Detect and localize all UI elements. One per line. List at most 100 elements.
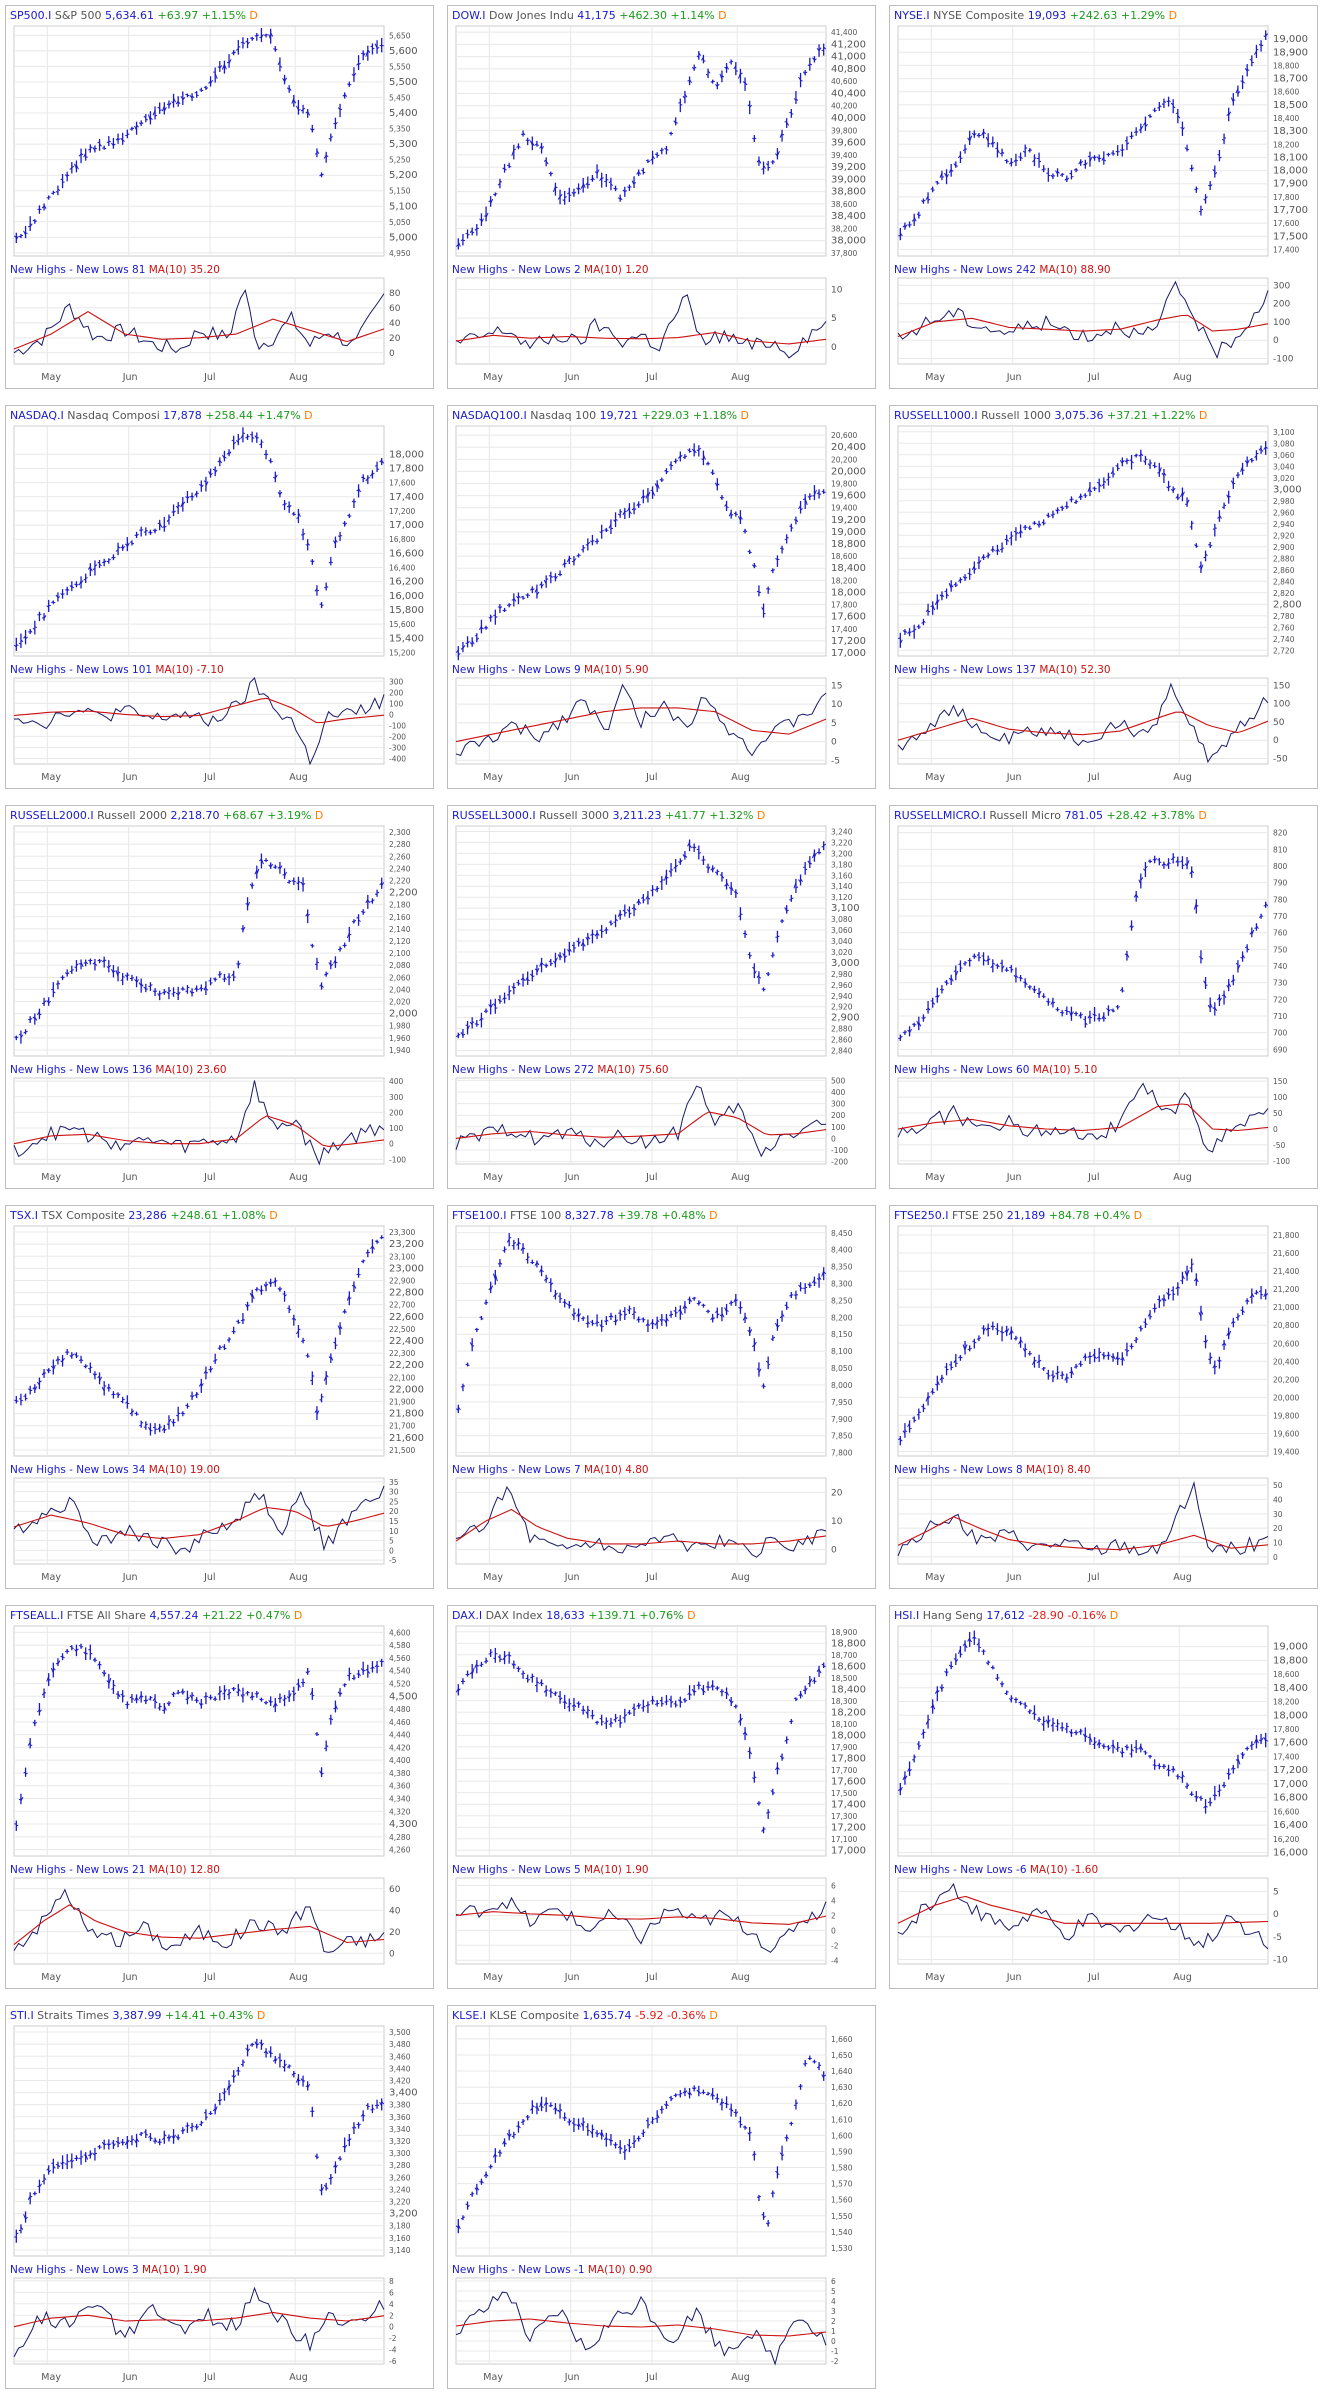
osc-tick-label: 10 xyxy=(831,1517,843,1527)
price-bar-close xyxy=(1126,1349,1130,1353)
price-bar-open xyxy=(245,40,248,43)
chart-panel-russell3000-i[interactable]: RUSSELL3000.I Russell 3000 3,211.23 +41.… xyxy=(447,805,876,1189)
price-bar-open xyxy=(342,2145,345,2148)
price-bar-open xyxy=(102,147,105,149)
price-tick-label: 17,700 xyxy=(1273,205,1308,216)
price-tick-label: 3,300 xyxy=(389,2149,411,2158)
chart-panel-dow-i[interactable]: DOW.I Dow Jones Indu 41,175 +462.30 +1.1… xyxy=(447,5,876,389)
price-bar-close xyxy=(804,498,808,506)
price-tick-label: 3,380 xyxy=(389,2101,411,2110)
price-bar-close xyxy=(522,1247,526,1250)
price-bar-close xyxy=(274,474,278,479)
price-bar-close xyxy=(471,231,475,234)
price-bar-open xyxy=(1013,1337,1017,1340)
price-bar-close xyxy=(726,1309,729,1312)
price-bar-open xyxy=(310,2110,313,2113)
period-marker: D xyxy=(706,1209,718,1222)
price-tick-label: 3,140 xyxy=(389,2246,411,2255)
price-tick-label: 3,280 xyxy=(389,2161,411,2170)
chart-panel-sp500-i[interactable]: SP500.I S&P 500 5,634.61 +63.97 +1.15% D… xyxy=(5,5,434,389)
osc-tick-label: -300 xyxy=(389,743,406,752)
price-bar-close xyxy=(978,559,982,564)
price-bar-close xyxy=(307,1670,310,1673)
price-bar-close xyxy=(325,1744,329,1748)
price-tick-label: 3,140 xyxy=(831,882,853,891)
nh-nl-line xyxy=(13,1080,385,1166)
price-bar-open xyxy=(580,184,584,189)
chart-panel-tsx-i[interactable]: TSX.I TSX Composite 23,286 +248.61 +1.08… xyxy=(5,1205,434,1589)
price-bar-open xyxy=(455,1408,459,1411)
price-bar-open xyxy=(1050,514,1054,517)
price-bar-open xyxy=(314,1409,318,1413)
price-bar-close xyxy=(679,859,683,864)
chart-panel-nasdaq-i[interactable]: NASDAQ.I Nasdaq Composi 17,878 +258.44 +… xyxy=(5,405,434,789)
price-bar-open xyxy=(41,2180,45,2182)
price-tick-label: 5,500 xyxy=(389,77,418,88)
price-bar-open xyxy=(807,64,811,67)
price-bar-close xyxy=(131,1698,135,1700)
osc-tick-label: 20 xyxy=(389,334,401,344)
price-bar-close xyxy=(1094,1741,1097,1744)
chart-panel-hsi-i[interactable]: HSI.I Hang Seng 17,612 -28.90 -0.16% D 19… xyxy=(889,1605,1318,1989)
price-bar-open xyxy=(305,111,308,114)
price-bar-close xyxy=(642,495,646,499)
chart-panel-ftse250-i[interactable]: FTSE250.I FTSE 250 21,189 +84.78 +0.4% D… xyxy=(889,1205,1318,1589)
price-bar-close xyxy=(349,1672,352,1675)
chart-panel-nyse-i[interactable]: NYSE.I NYSE Composite 19,093 +242.63 +1.… xyxy=(889,5,1318,389)
price-bar-close xyxy=(1047,1719,1051,1723)
price-bar-open xyxy=(360,2113,364,2117)
price-bar-open xyxy=(351,2127,355,2129)
ma-label: MA(10) 1.90 xyxy=(139,2264,207,2276)
osc-tick-label: 10 xyxy=(831,285,843,295)
price-bar-close xyxy=(615,918,618,922)
chart-panel-sti-i[interactable]: STI.I Straits Times 3,387.99 +14.41 +0.4… xyxy=(5,2005,434,2389)
chart-panel-ftse100-i[interactable]: FTSE100.I FTSE 100 8,327.78 +39.78 +0.48… xyxy=(447,1205,876,1589)
price-bar-open xyxy=(1078,495,1082,499)
chart-panel-ftseall-i[interactable]: FTSEALL.I FTSE All Share 4,557.24 +21.22… xyxy=(5,1605,434,1989)
price-bar-open xyxy=(286,87,290,90)
price-tick-label: 2,160 xyxy=(389,913,411,922)
nh-label: New Highs - New Lows 60 xyxy=(894,1064,1029,1076)
price-bar-close xyxy=(196,988,199,991)
month-label: Jun xyxy=(564,1972,580,1983)
price-bar-open xyxy=(613,1718,616,1721)
chart-panel-russell1000-i[interactable]: RUSSELL1000.I Russell 1000 3,075.36 +37.… xyxy=(889,405,1318,789)
price-bar-close xyxy=(261,441,264,443)
osc-tick-label: 0 xyxy=(389,1949,395,1959)
price-tick-label: 19,000 xyxy=(1273,34,1308,45)
price-bar-close xyxy=(1237,1315,1241,1318)
price-bar-close xyxy=(80,1359,84,1362)
osc-tick-label: -50 xyxy=(1273,1141,1285,1150)
chart-panel-russell2000-i[interactable]: RUSSELL2000.I Russell 2000 2,218.70 +68.… xyxy=(5,805,434,1189)
price-bar-close xyxy=(20,1034,24,1038)
price-bar-close xyxy=(670,132,674,135)
price-tick-label: 8,000 xyxy=(831,1381,853,1390)
price-bar-open xyxy=(756,974,760,978)
price-bar-close xyxy=(67,174,70,177)
price-bar-close xyxy=(923,1016,926,1020)
chart-panel-russellmicro-i[interactable]: RUSSELLMICRO.I Russell Micro 781.05 +28.… xyxy=(889,805,1318,1189)
chart-header: FTSE250.I FTSE 250 21,189 +84.78 +0.4% D xyxy=(894,1209,1142,1222)
price-bar-open xyxy=(50,1365,54,1369)
price-bar-open xyxy=(166,991,170,995)
price-bar-close xyxy=(1209,184,1213,187)
price-bar-open xyxy=(756,1802,760,1805)
price-bar-close xyxy=(1071,175,1074,178)
price-bar-close xyxy=(1094,1355,1097,1359)
price-bar-open xyxy=(254,435,258,439)
osc-tick-label: -100 xyxy=(1273,1157,1290,1166)
price-change: +41.77 +1.32% xyxy=(662,809,754,822)
price-bar-open xyxy=(55,191,59,193)
price-bar-open xyxy=(599,929,602,932)
price-bar-open xyxy=(581,1709,584,1712)
price-bar-open xyxy=(728,1301,732,1305)
osc-tick-label: 5 xyxy=(831,719,837,729)
price-bar-open xyxy=(46,1000,50,1004)
price-bar-close xyxy=(1029,1710,1032,1712)
price-bar-open xyxy=(342,94,345,97)
price-tick-label: 5,300 xyxy=(389,139,418,150)
price-bar-open xyxy=(1031,1360,1035,1366)
price-bar-close xyxy=(941,1376,945,1380)
chart-panel-nasdaq100-i[interactable]: NASDAQ100.I Nasdaq 100 19,721 +229.03 +1… xyxy=(447,405,876,789)
